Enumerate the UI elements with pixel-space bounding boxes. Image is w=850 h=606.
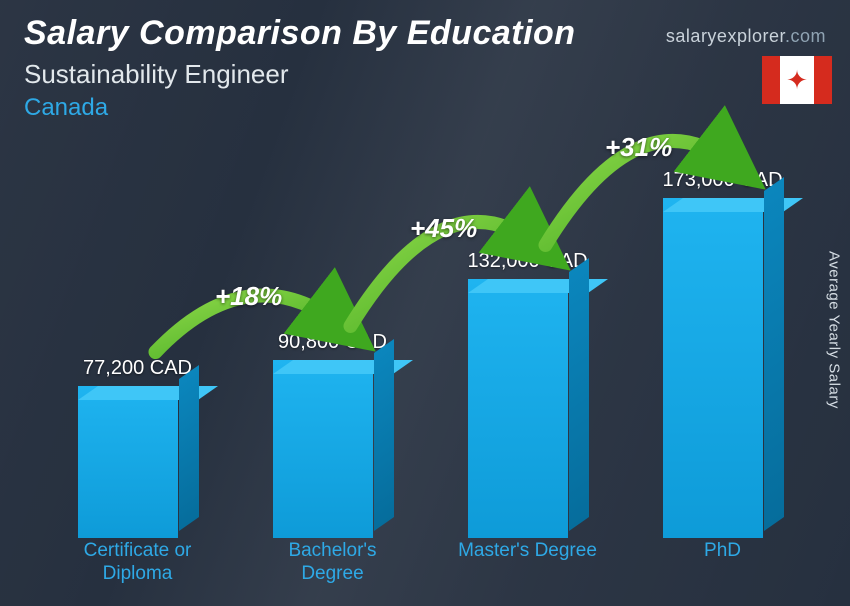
y-axis-label: Average Yearly Salary xyxy=(824,200,844,460)
increment-pct: +31% xyxy=(605,132,672,163)
flag-band-left xyxy=(762,56,780,104)
increment-pct: +18% xyxy=(215,281,282,312)
canada-flag-icon: ✦ xyxy=(762,56,832,104)
chart-country: Canada xyxy=(24,94,576,122)
chart-title: Salary Comparison By Education xyxy=(24,14,576,53)
maple-leaf-icon: ✦ xyxy=(786,67,808,93)
increment-pct: +45% xyxy=(410,213,477,244)
watermark-domain: .com xyxy=(785,26,826,46)
watermark-brand: salaryexplorer xyxy=(666,26,785,46)
increment-arcs xyxy=(40,128,820,588)
flag-center: ✦ xyxy=(780,56,814,104)
source-watermark: salaryexplorer.com xyxy=(666,26,826,47)
flag-band-right xyxy=(814,56,832,104)
salary-bar-chart: 77,200 CAD90,800 CAD132,000 CAD173,000 C… xyxy=(40,128,820,588)
chart-header: Salary Comparison By Education Sustainab… xyxy=(24,14,576,122)
chart-subtitle: Sustainability Engineer xyxy=(24,59,576,90)
